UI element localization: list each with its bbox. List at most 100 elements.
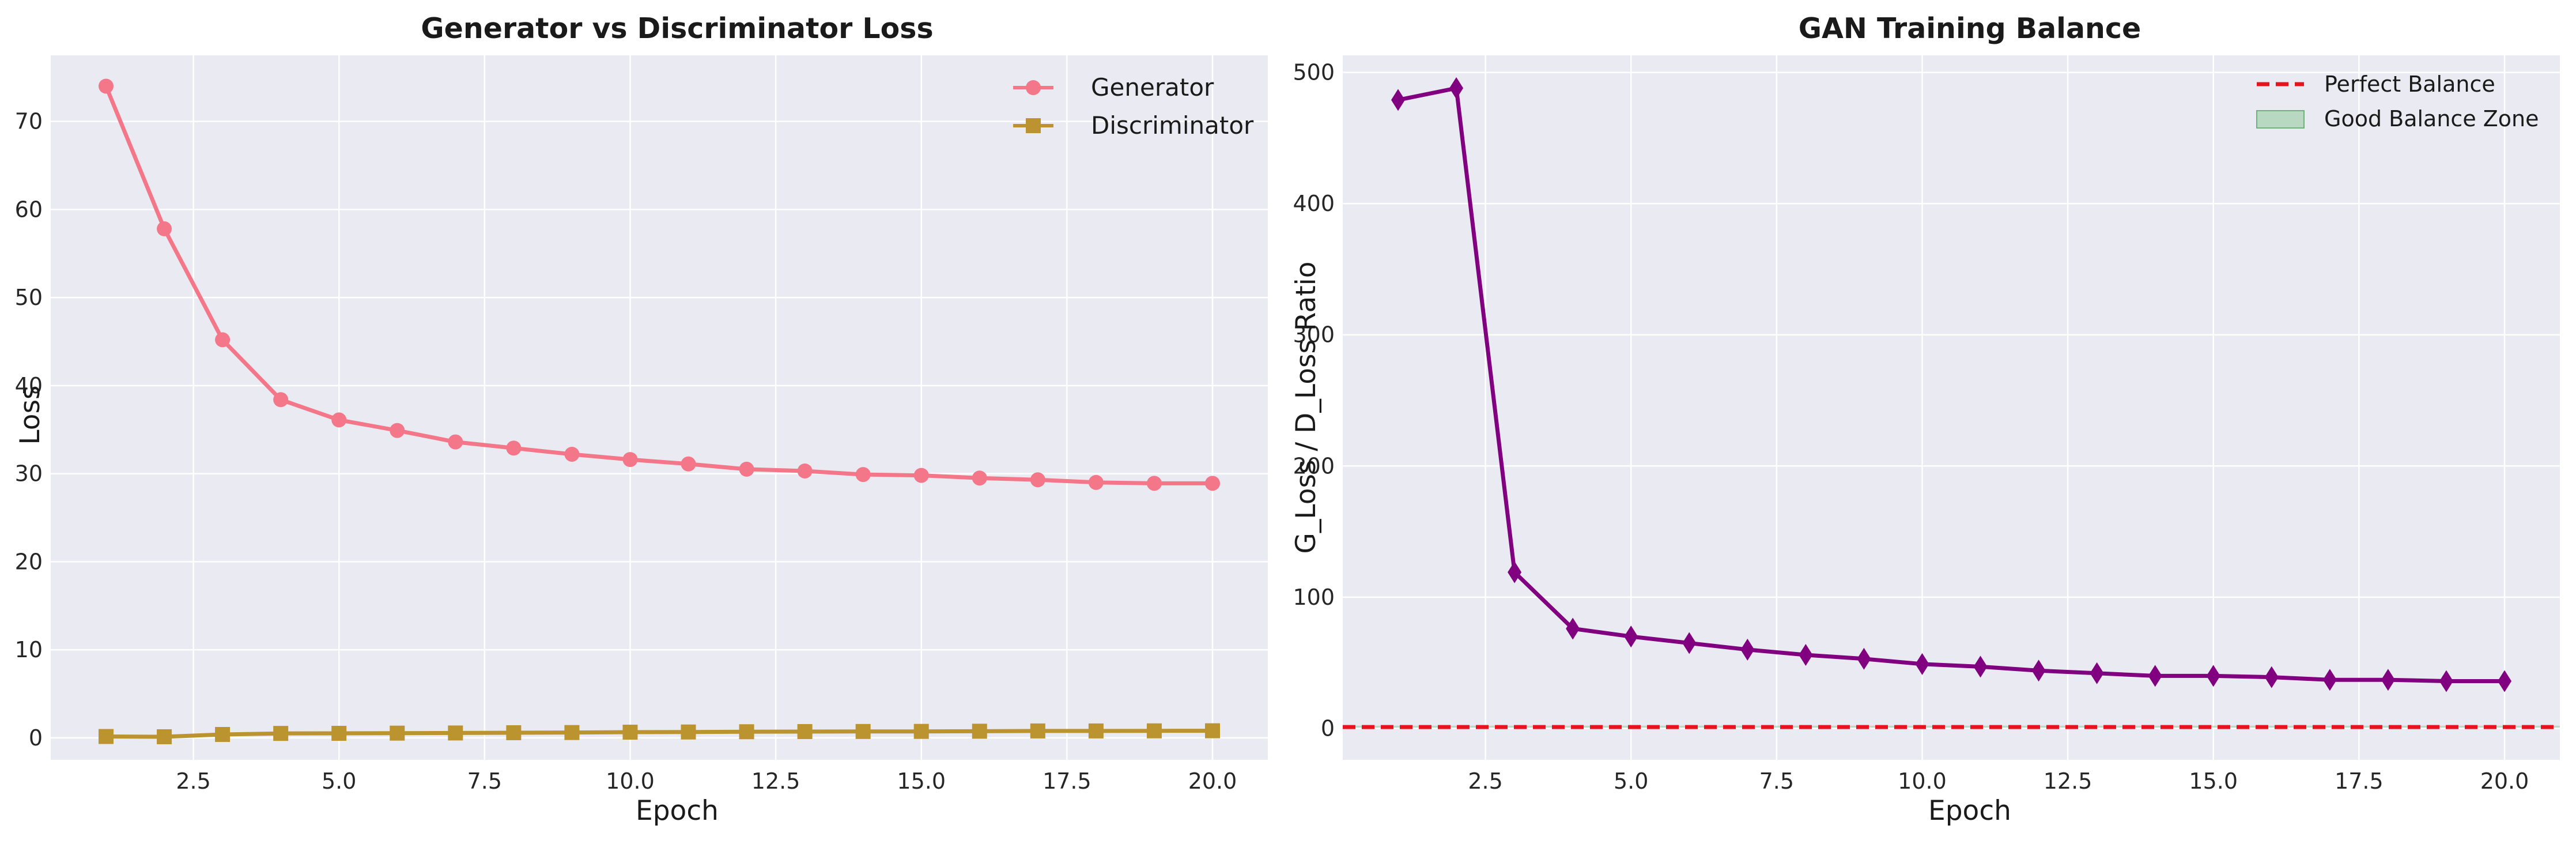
discriminator-point [99, 729, 114, 744]
discriminator-point [681, 724, 696, 740]
generator-point [739, 461, 754, 477]
loss-y-axis-label: Loss [14, 385, 46, 444]
ratio-point [2031, 660, 2046, 682]
generator-point [681, 456, 696, 472]
loss-legend: Generator Discriminator [1013, 73, 1254, 140]
ratio-point [2381, 669, 2395, 691]
loss-y-tick-label: 30 [15, 461, 43, 487]
balance-x-tick-label: 12.5 [2044, 768, 2092, 794]
ratio-point [2264, 666, 2279, 688]
ratio-point [2498, 670, 2511, 692]
ratio-point [2439, 670, 2453, 692]
balance-plot-area [1343, 55, 2560, 760]
legend-generator: Generator [1013, 73, 1214, 101]
discriminator-point [972, 724, 987, 739]
ratio-point [1682, 632, 1697, 654]
loss-series [99, 78, 1220, 744]
discriminator-point [1205, 723, 1220, 738]
balance-legend: Perfect Balance Good Balance Zone [2256, 71, 2539, 131]
generator-point [390, 423, 405, 438]
generator-point [1205, 476, 1220, 491]
legend-discriminator-marker [1026, 118, 1041, 133]
generator-series-line [104, 85, 1213, 485]
balance-x-tick-label: 17.5 [2335, 768, 2384, 794]
balance-gridlines [1343, 55, 2560, 760]
discriminator-point [797, 724, 813, 739]
generator-point [1146, 476, 1162, 491]
balance-x-tick-label: 10.0 [1898, 768, 1947, 794]
balance-y-tick-label: 500 [1293, 60, 1335, 85]
balance-chart: GAN Training Balance 2.5 5.0 7.5 10.0 12.5 15… [1290, 12, 2560, 827]
legend-generator-label: Generator [1091, 73, 1214, 101]
loss-x-tick-label: 20.0 [1188, 768, 1237, 794]
generator-point [506, 440, 522, 456]
legend-good-balance-zone-label: Good Balance Zone [2324, 106, 2539, 131]
balance-y-tick-label: 100 [1293, 585, 1335, 610]
balance-x-ticks: 2.5 5.0 7.5 10.0 12.5 15.0 17.5 20.0 [1468, 768, 2529, 794]
loss-x-tick-label: 12.5 [751, 768, 800, 794]
loss-chart: Generator vs Discriminator Loss 2.5 5.0 7.… [14, 12, 1268, 827]
legend-discriminator-label: Discriminator [1091, 111, 1254, 140]
balance-y-tick-label: 300 [1293, 322, 1335, 348]
legend-discriminator: Discriminator [1013, 111, 1254, 140]
legend-perfect-balance: Perfect Balance [2257, 71, 2495, 97]
legend-good-balance-zone-swatch [2256, 110, 2305, 129]
ratio-point [1973, 655, 1988, 678]
balance-x-tick-label: 7.5 [1759, 768, 1794, 794]
balance-x-axis-label: Epoch [1928, 795, 2011, 827]
loss-plot-area [51, 55, 1268, 760]
balance-y-tick-label: 0 [1321, 715, 1335, 741]
generator-point [99, 78, 114, 94]
generator-point [913, 468, 929, 483]
generator-point [273, 392, 289, 408]
loss-chart-title: Generator vs Discriminator Loss [421, 12, 933, 45]
loss-x-tick-label: 5.0 [322, 768, 356, 794]
discriminator-point [739, 724, 754, 740]
discriminator-point [1146, 723, 1162, 738]
discriminator-point [157, 729, 172, 744]
discriminator-series-line [105, 729, 1213, 739]
discriminator-point [273, 726, 289, 741]
legend-generator-marker [1026, 80, 1041, 95]
ratio-point [1624, 626, 1638, 648]
balance-x-tick-label: 15.0 [2189, 768, 2238, 794]
loss-y-tick-label: 20 [15, 549, 43, 574]
ratio-point [2206, 665, 2220, 687]
discriminator-point [622, 725, 638, 740]
discriminator-point [855, 724, 871, 739]
balance-y-axis-label: G_Loss / D_Loss Ratio [1290, 261, 1322, 553]
loss-y-ticks: 0 10 20 30 40 50 60 70 [15, 109, 43, 751]
loss-y-tick-label: 0 [29, 725, 43, 751]
balance-x-tick-label: 20.0 [2480, 768, 2529, 794]
discriminator-point [913, 724, 929, 739]
balance-chart-title: GAN Training Balance [1799, 12, 2141, 45]
loss-gridlines [51, 55, 1268, 760]
loss-y-tick-label: 40 [15, 373, 43, 398]
ratio-point [1915, 653, 1929, 675]
balance-x-tick-label: 2.5 [1468, 768, 1502, 794]
loss-x-tick-label: 2.5 [176, 768, 210, 794]
ratio-point [1857, 647, 1871, 670]
generator-point [331, 412, 347, 428]
ratio-point [1508, 561, 1522, 583]
loss-y-tick-label: 50 [15, 285, 43, 310]
loss-x-tick-label: 7.5 [467, 768, 502, 794]
discriminator-point [390, 725, 405, 741]
loss-x-tick-label: 15.0 [897, 768, 946, 794]
generator-point [215, 332, 231, 348]
ratio-series-line [1397, 86, 2505, 683]
generator-point [622, 452, 638, 468]
legend-perfect-balance-label: Perfect Balance [2324, 71, 2495, 97]
generator-point [1088, 474, 1104, 490]
loss-x-tick-label: 17.5 [1043, 768, 1091, 794]
discriminator-point [1030, 723, 1045, 738]
generator-point [157, 221, 172, 236]
ratio-point [2322, 669, 2337, 691]
discriminator-point [215, 727, 231, 743]
balance-series [1391, 77, 2511, 692]
loss-x-axis-label: Epoch [636, 795, 719, 827]
ratio-point [1799, 643, 1813, 666]
ratio-point [1449, 77, 1464, 99]
ratio-point [1740, 638, 1755, 661]
discriminator-point [448, 725, 463, 741]
